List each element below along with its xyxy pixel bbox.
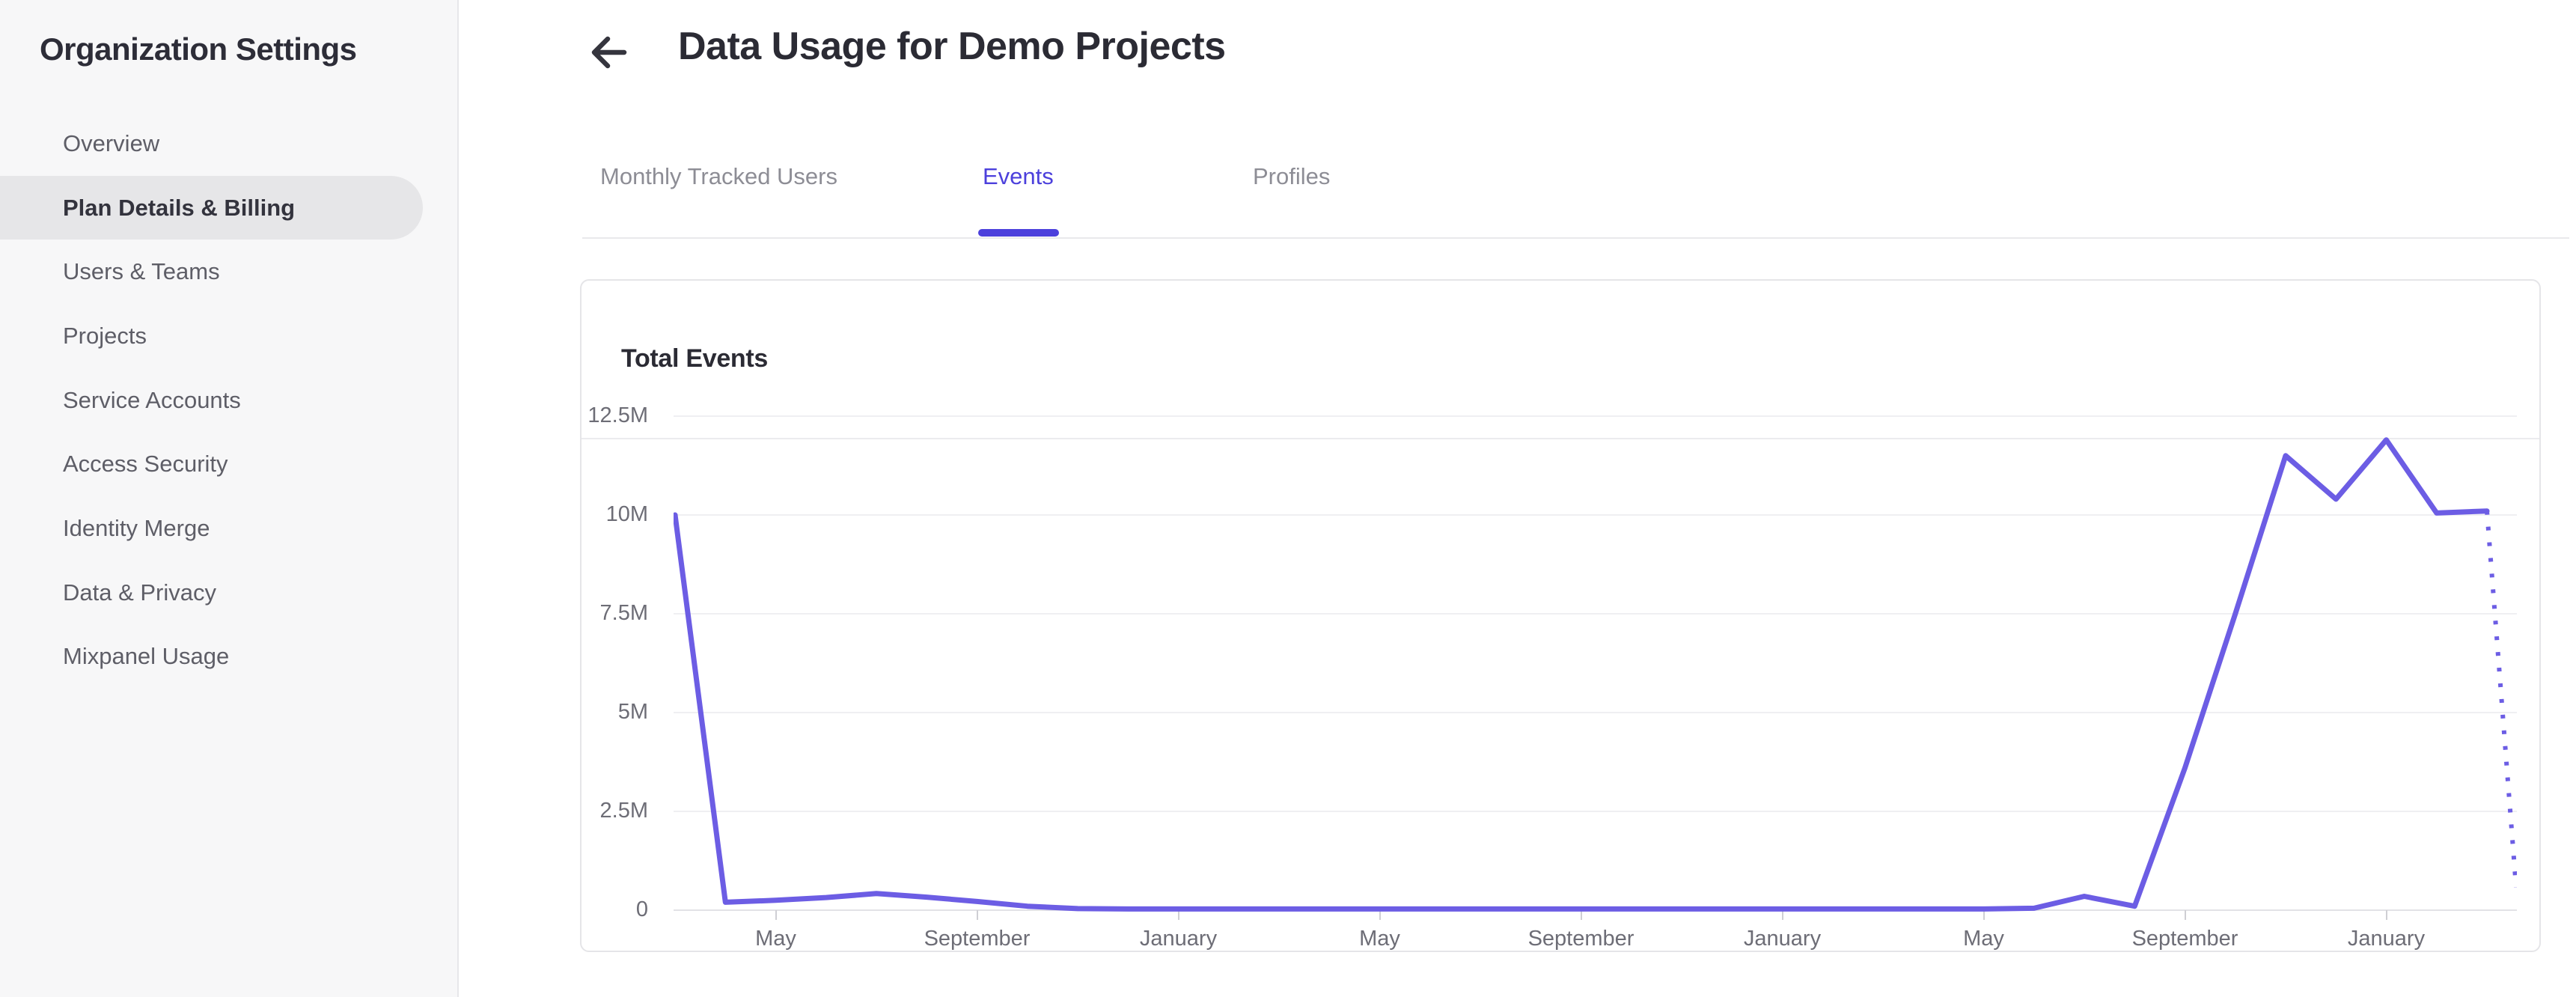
sidebar-item-label: Users & Teams xyxy=(63,258,220,285)
gridline-2.5M xyxy=(674,811,2517,812)
x-axis-label: May xyxy=(1963,927,2004,951)
sidebar-item-access-security[interactable]: Access Security xyxy=(0,432,423,496)
y-axis-label: 7.5M xyxy=(599,601,648,625)
x-axis-tick xyxy=(976,910,978,920)
x-axis-label: January xyxy=(1139,927,1218,951)
tab-profiles[interactable]: Profiles xyxy=(1253,163,1331,189)
gridline-5M xyxy=(674,712,2517,713)
page-title: Data Usage for Demo Projects xyxy=(678,25,1226,68)
events-series-line xyxy=(674,437,2517,912)
x-axis-label: May xyxy=(755,927,796,951)
y-axis-label: 5M xyxy=(617,700,648,724)
sidebar-item-label: Plan Details & Billing xyxy=(63,194,296,221)
gridline-10M xyxy=(674,514,2517,516)
tab-monthly-tracked-users[interactable]: Monthly Tracked Users xyxy=(600,163,837,189)
x-axis-tick xyxy=(1983,910,1985,920)
x-axis-tick xyxy=(2385,910,2387,920)
sidebar-item-plan-details-billing[interactable]: Plan Details & Billing xyxy=(0,175,423,240)
sidebar-item-label: Overview xyxy=(63,129,160,156)
sidebar: Organization Settings Overview Plan Detai… xyxy=(0,0,459,997)
card-title: Total Events xyxy=(621,344,769,373)
x-axis-tick xyxy=(1177,910,1179,920)
x-axis-tick xyxy=(775,910,777,920)
line-projected-dotted-segment xyxy=(2485,510,2517,888)
sidebar-item-data-privacy[interactable]: Data & Privacy xyxy=(0,561,423,625)
x-axis-label: January xyxy=(2347,927,2426,951)
x-axis-label: September xyxy=(924,927,1031,951)
sidebar-item-label: Projects xyxy=(63,322,147,349)
sidebar-item-label: Identity Merge xyxy=(63,514,210,541)
x-axis-label: May xyxy=(1359,927,1400,951)
back-button[interactable] xyxy=(588,31,630,73)
sidebar-item-users-teams[interactable]: Users & Teams xyxy=(0,240,423,304)
sidebar-item-overview[interactable]: Overview xyxy=(0,112,423,176)
x-axis-tick xyxy=(1781,910,1783,920)
sidebar-item-label: Mixpanel Usage xyxy=(63,643,230,670)
line-solid-segment xyxy=(674,437,2490,912)
sidebar-item-service-accounts[interactable]: Service Accounts xyxy=(0,368,423,433)
active-tab-underline xyxy=(978,229,1059,237)
back-arrow-icon xyxy=(591,36,627,69)
y-axis-label: 12.5M xyxy=(587,403,648,427)
sidebar-item-identity-merge[interactable]: Identity Merge xyxy=(0,496,423,561)
x-axis-tick xyxy=(2184,910,2186,920)
x-axis-tick xyxy=(1379,910,1381,920)
x-axis-tick xyxy=(1580,910,1582,920)
x-axis-label: September xyxy=(1527,927,1635,951)
sidebar-item-label: Access Security xyxy=(63,451,228,478)
tab-events[interactable]: Events xyxy=(983,163,1054,189)
tab-divider xyxy=(582,237,2569,239)
x-axis-label: January xyxy=(1743,927,1822,951)
total-events-card: Total Events xyxy=(580,279,2541,952)
y-axis-label: 2.5M xyxy=(599,799,648,823)
sidebar-item-projects[interactable]: Projects xyxy=(0,304,423,368)
sidebar-nav: Overview Plan Details & Billing Users & Te… xyxy=(0,112,459,689)
y-axis-label: 10M xyxy=(605,502,648,526)
x-axis-label: September xyxy=(2131,927,2238,951)
card-header-divider xyxy=(582,438,2539,439)
gridline-12.5M xyxy=(674,415,2517,417)
sidebar-title: Organization Settings xyxy=(40,31,357,67)
sidebar-item-label: Data & Privacy xyxy=(63,579,217,606)
sidebar-item-label: Service Accounts xyxy=(63,386,241,413)
y-axis-label: 0 xyxy=(635,897,648,921)
gridline-7.5M xyxy=(674,613,2517,615)
sidebar-item-mixpanel-usage[interactable]: Mixpanel Usage xyxy=(0,625,423,689)
